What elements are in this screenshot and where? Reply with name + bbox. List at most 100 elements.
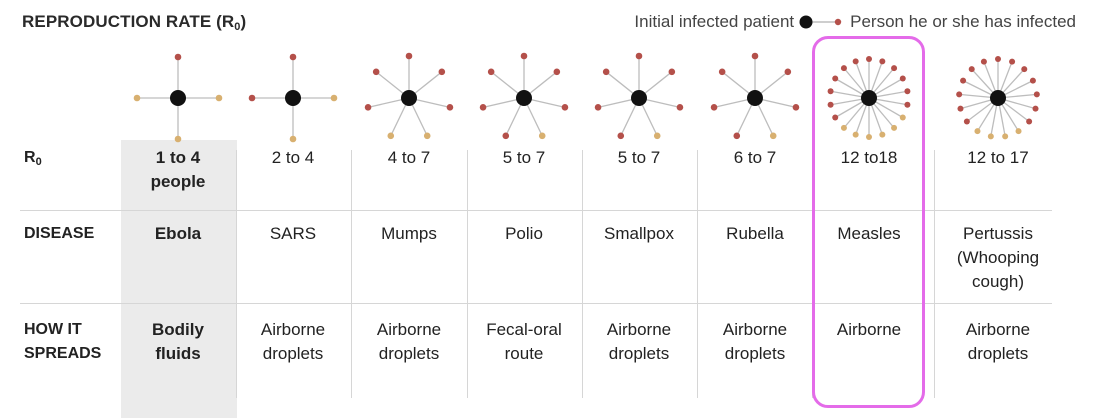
cell-r0-pertussis: 12 to 17 — [967, 148, 1029, 167]
infected-person-dot — [852, 131, 859, 138]
infected-person-dot — [866, 134, 872, 140]
infected-person-dot — [438, 68, 446, 76]
infected-person-dot — [957, 105, 964, 112]
infected-person-dot — [1002, 133, 1009, 140]
cell-name-measles: Measles — [837, 224, 901, 243]
infected-person-dot — [827, 88, 834, 95]
infected-person-dot — [387, 132, 395, 140]
infected-person-dot — [840, 124, 847, 131]
spread-diagram-polio — [479, 52, 569, 140]
initial-patient-dot — [631, 90, 647, 106]
column-divider — [351, 150, 352, 398]
cell-spread-rubella: Airborne droplets — [722, 320, 788, 363]
row-label-r0: R0 — [24, 149, 42, 168]
cell-r0-measles: 12 to18 — [840, 148, 898, 167]
cell-name-smallpox: Smallpox — [604, 224, 674, 243]
infected-person-dot — [899, 114, 906, 121]
infected-person-dot — [364, 104, 372, 111]
initial-patient-dot — [516, 90, 532, 106]
infected-person-dot — [968, 66, 975, 73]
infected-person-dot — [879, 58, 886, 65]
infected-person-dot — [446, 104, 454, 111]
spread-diagram-rubella — [710, 52, 800, 140]
infected-person-dot — [538, 132, 546, 140]
infected-person-dot — [832, 75, 839, 82]
cell-name-polio: Polio — [505, 224, 543, 243]
infected-person-dot — [372, 68, 380, 76]
cell-r0-ebola: 1 to 4 people — [150, 148, 206, 191]
infected-person-dot — [980, 58, 987, 65]
row-divider — [20, 210, 1052, 211]
row-label-disease: DISEASE — [24, 225, 95, 242]
infected-person-dot — [561, 104, 569, 111]
initial-patient-dot — [747, 90, 763, 106]
spread-diagram-measles — [827, 56, 911, 140]
infected-person-dot — [832, 114, 839, 121]
infected-person-dot — [963, 118, 970, 125]
row-label-spread: HOW IT SPREADS — [24, 321, 102, 362]
infected-person-dot — [1033, 91, 1040, 98]
spread-diagram-ebola — [133, 53, 223, 143]
spread-diagram-mumps — [364, 52, 454, 140]
infected-person-dot — [718, 68, 726, 76]
row-divider — [20, 303, 1052, 304]
cell-r0-smallpox: 5 to 7 — [617, 148, 661, 167]
cell-name-sars: SARS — [269, 224, 317, 243]
infected-person-dot — [133, 94, 141, 102]
infected-person-dot — [1021, 66, 1028, 73]
infected-person-dot — [330, 94, 338, 102]
infected-person-dot — [520, 52, 528, 60]
infected-person-dot — [956, 91, 963, 98]
measles-highlight-box — [812, 36, 925, 408]
infected-person-dot — [891, 65, 898, 72]
column-divider — [467, 150, 468, 398]
infected-person-dot — [899, 75, 906, 82]
infected-person-dot — [866, 56, 872, 62]
infected-person-dot — [635, 52, 643, 60]
cell-r0-polio: 5 to 7 — [502, 148, 546, 167]
column-divider — [934, 150, 935, 398]
infected-person-dot — [1026, 118, 1033, 125]
infected-person-dot — [891, 124, 898, 131]
infected-person-dot — [987, 133, 994, 140]
infected-person-dot — [289, 135, 297, 143]
legend-initial-label: Initial infected patient — [634, 12, 795, 31]
infected-person-dot — [1032, 105, 1039, 112]
infected-person-dot — [487, 68, 495, 76]
infected-person-dot — [769, 132, 777, 140]
infected-person-dot — [668, 68, 676, 76]
initial-patient-dot — [170, 90, 186, 106]
infected-person-dot — [1029, 77, 1036, 84]
initial-patient-dot — [861, 90, 877, 106]
infected-person-dot — [1009, 58, 1016, 65]
legend: Initial infected patient Person he or sh… — [634, 12, 1076, 32]
infected-person-dot — [174, 135, 182, 143]
legend-node-icon — [799, 15, 842, 29]
cell-name-ebola: Ebola — [154, 224, 202, 243]
spread-diagram-sars — [248, 53, 338, 143]
infected-person-dot — [710, 104, 718, 111]
cell-r0-mumps: 4 to 7 — [387, 148, 431, 167]
infected-person-dot — [479, 104, 487, 111]
initial-patient-dot — [401, 90, 417, 106]
cell-spread-sars: Airborne droplets — [260, 320, 326, 363]
cell-spread-measles: Airborne — [836, 320, 902, 339]
infected-person-dot — [827, 101, 834, 108]
infected-person-dot — [852, 58, 859, 65]
infected-person-dot — [840, 65, 847, 72]
infected-person-dot — [904, 88, 911, 95]
cell-spread-ebola: Bodily fluids — [152, 320, 204, 363]
infected-person-dot — [289, 53, 297, 61]
column-divider — [236, 150, 237, 398]
infected-person-dot — [676, 104, 684, 111]
spread-diagrams — [133, 52, 1040, 143]
infected-person-dot — [553, 68, 561, 76]
infected-person-dot — [1015, 128, 1022, 135]
cell-r0-rubella: 6 to 7 — [733, 148, 777, 167]
infected-person-dot — [617, 132, 625, 140]
infected-person-dot — [733, 132, 741, 140]
cell-r0-sars: 2 to 4 — [271, 148, 315, 167]
infected-person-dot — [248, 94, 256, 102]
ebola-column-shade — [121, 140, 237, 418]
infected-person-dot — [995, 56, 1001, 62]
